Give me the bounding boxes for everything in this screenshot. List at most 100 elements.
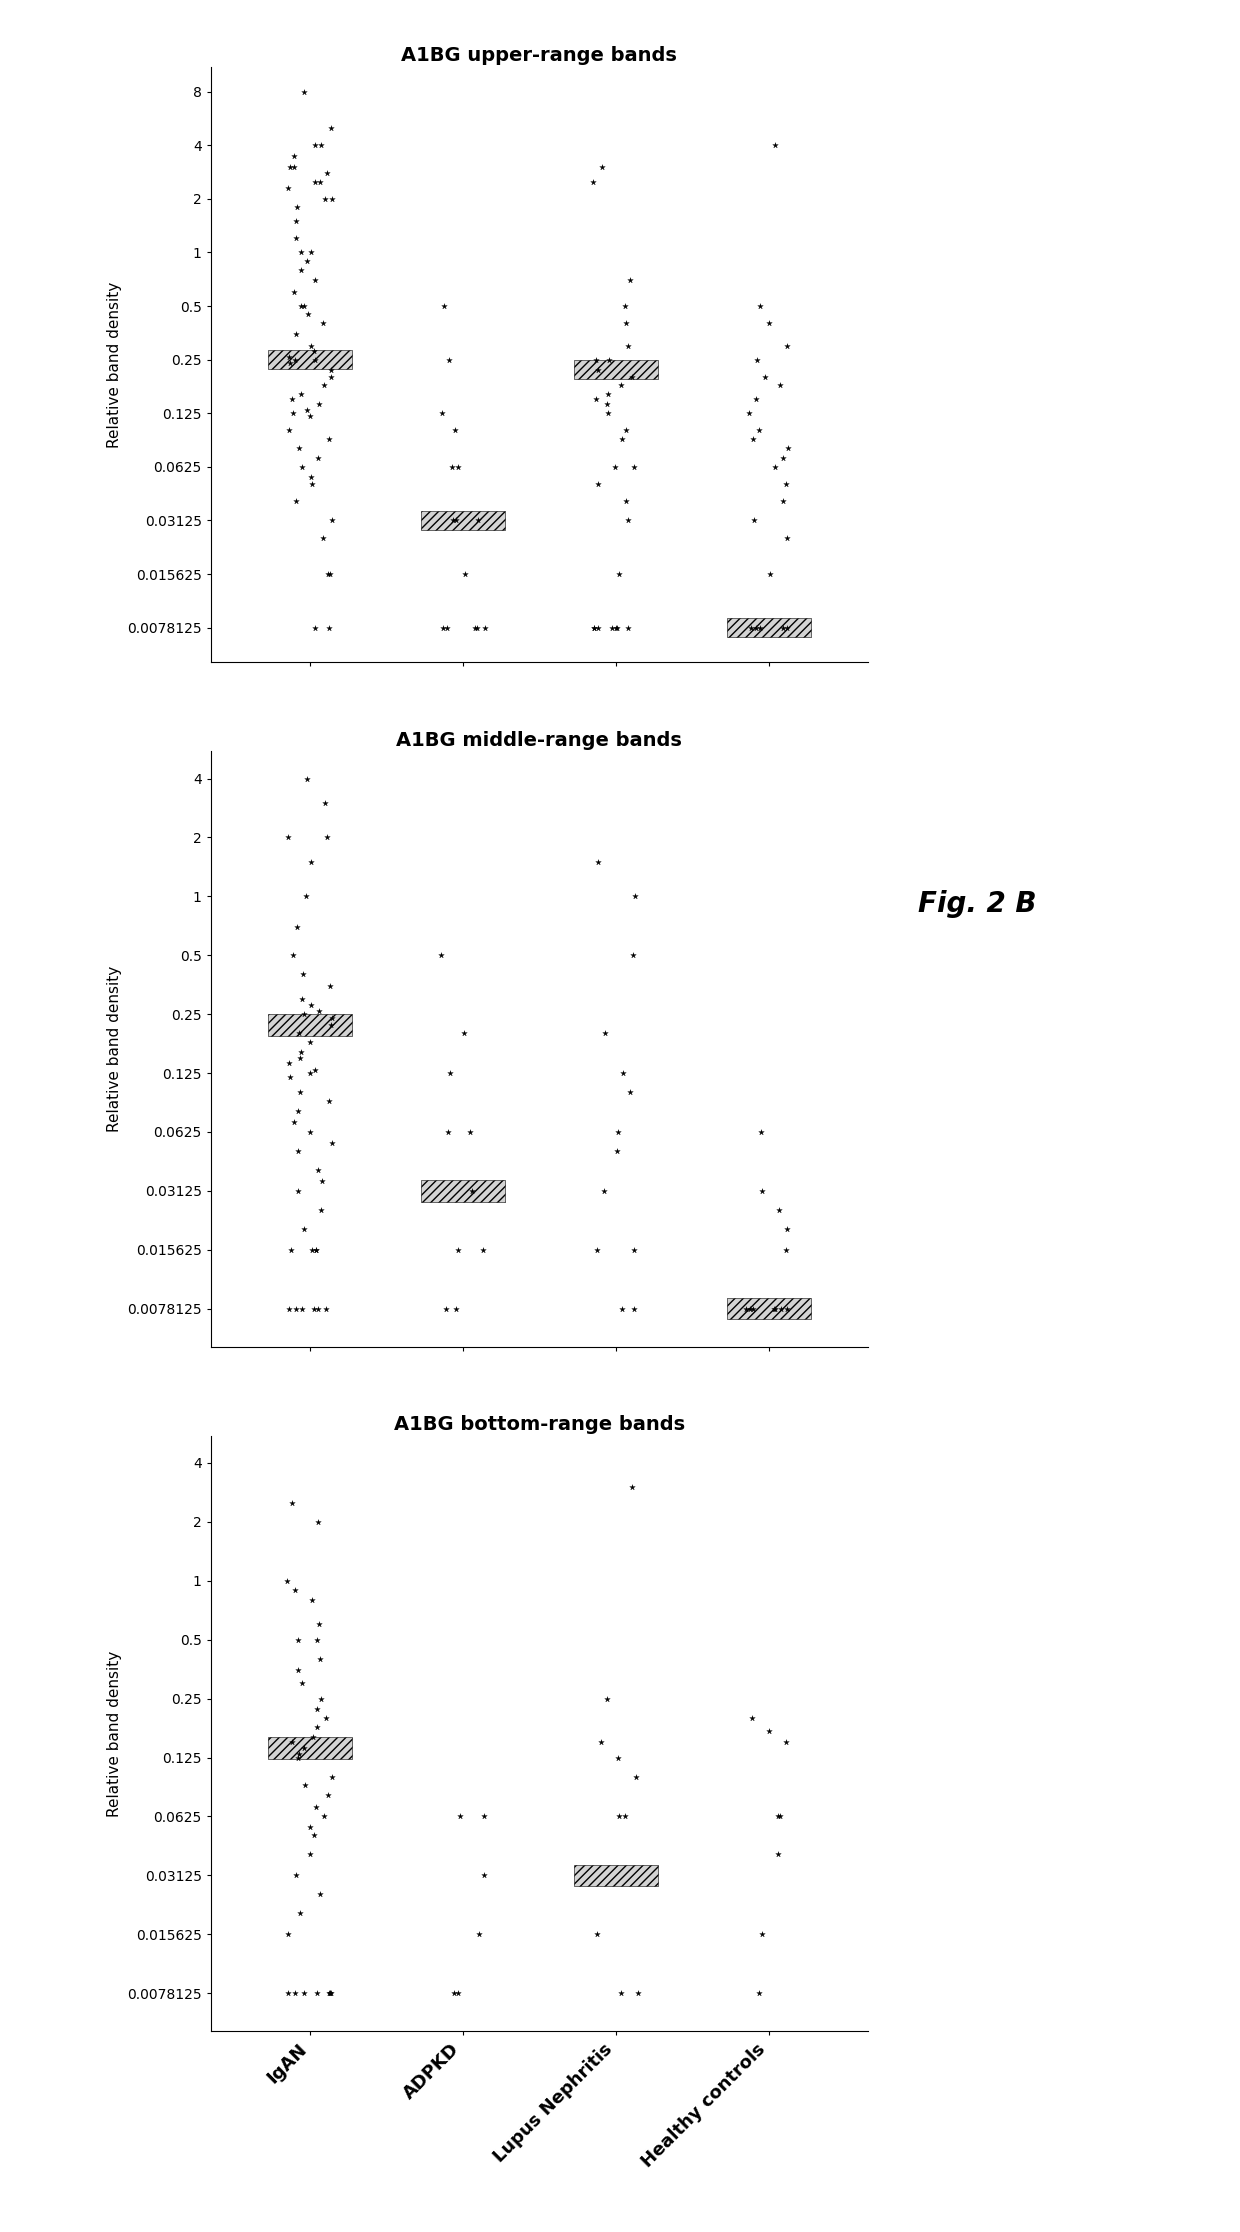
Point (278, 1975, 298, 2011)
Point (777, 1212, 797, 1248)
Point (598, 395, 618, 431)
Point (321, 502, 341, 538)
Point (779, 431, 799, 466)
Point (750, 288, 770, 324)
Point (619, 328, 639, 364)
Point (301, 328, 321, 364)
Point (288, 908, 308, 944)
Point (440, 1056, 460, 1091)
Point (320, 609, 340, 645)
Point (608, 1134, 627, 1170)
Point (320, 1975, 340, 2011)
Point (768, 1799, 787, 1835)
Point (740, 1290, 760, 1326)
Point (286, 315, 306, 350)
Point (280, 150, 300, 185)
Point (290, 1040, 310, 1076)
Point (776, 466, 796, 502)
Point (306, 1975, 326, 2011)
Point (609, 1739, 629, 1774)
Point (455, 556, 475, 591)
Point (293, 1665, 312, 1701)
Point (753, 1917, 773, 1953)
Point (309, 386, 329, 422)
Point (315, 368, 335, 404)
Point (624, 1232, 644, 1268)
Point (321, 1975, 341, 2011)
Point (305, 341, 325, 377)
Point (618, 502, 637, 538)
Text: Fig. 2 B: Fig. 2 B (918, 891, 1037, 917)
Point (289, 431, 309, 466)
Point (284, 275, 304, 310)
Point (777, 609, 797, 645)
Bar (268, 350, 352, 371)
Point (303, 466, 322, 502)
Point (301, 987, 321, 1022)
Point (615, 288, 635, 324)
Point (305, 127, 325, 163)
Point (751, 1114, 771, 1149)
Point (279, 1045, 299, 1080)
Point (620, 1074, 640, 1109)
Point (300, 1024, 320, 1060)
Point (298, 243, 317, 279)
Point (319, 556, 339, 591)
Point (284, 150, 304, 185)
Point (749, 1975, 769, 2011)
Point (312, 1163, 332, 1199)
Point (306, 1790, 326, 1826)
Point (278, 1562, 298, 1598)
Point (295, 1768, 315, 1803)
Point (319, 1083, 339, 1118)
Point (629, 1975, 649, 2011)
Point (315, 181, 335, 217)
Point (765, 1290, 785, 1326)
Point (301, 844, 321, 879)
Point (740, 609, 760, 645)
Point (588, 609, 608, 645)
Point (609, 1799, 629, 1835)
Point (760, 556, 780, 591)
Point (585, 382, 605, 417)
Point (776, 1232, 796, 1268)
Point (443, 449, 463, 484)
Point (583, 163, 603, 199)
Point (293, 955, 312, 991)
Point (303, 1582, 322, 1618)
Point (461, 1174, 481, 1210)
Point (749, 413, 769, 449)
Point (748, 341, 768, 377)
Point (278, 819, 298, 855)
Point (304, 1817, 324, 1853)
Point (322, 1000, 342, 1036)
Point (588, 353, 608, 388)
Point (298, 393, 317, 429)
Point (321, 109, 341, 145)
Point (279, 1290, 299, 1326)
Point (619, 609, 639, 645)
Point (436, 609, 456, 645)
Point (290, 1895, 310, 1931)
Point (474, 1232, 494, 1268)
Point (460, 1114, 480, 1149)
Point (291, 1290, 311, 1326)
Point (314, 1799, 334, 1835)
Point (454, 1016, 474, 1051)
Point (285, 341, 305, 377)
Point (290, 288, 310, 324)
Point (306, 1232, 326, 1268)
Point (280, 1058, 300, 1094)
Point (278, 170, 298, 205)
Point (605, 609, 625, 645)
Point (609, 1114, 629, 1149)
Point (587, 341, 606, 377)
Point (289, 1736, 309, 1772)
Point (773, 440, 792, 475)
Point (746, 382, 766, 417)
Point (310, 163, 330, 199)
Bar (268, 1013, 352, 1036)
Point (616, 413, 636, 449)
Point (322, 1125, 342, 1161)
Point (614, 1056, 634, 1091)
